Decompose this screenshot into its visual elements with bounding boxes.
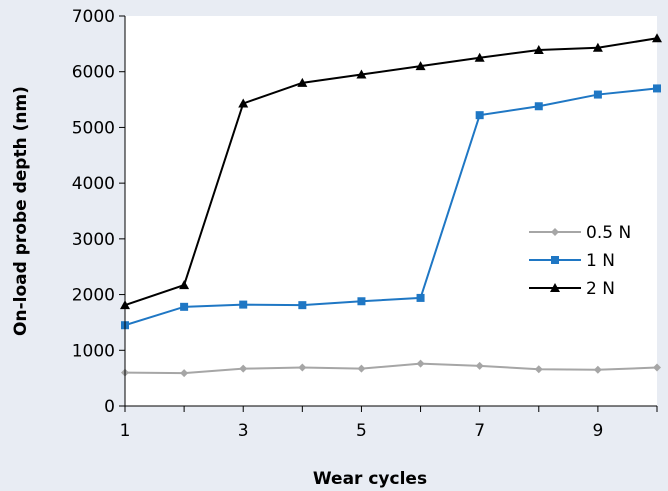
data-point-2-n <box>533 44 544 54</box>
data-point-2-n <box>592 42 603 52</box>
legend: 0.5 N 1 N 2 N <box>529 223 631 299</box>
data-point-1-n <box>180 302 189 311</box>
plot-area <box>125 16 657 406</box>
y-tick-label: 6000 <box>72 63 115 83</box>
x-tick-label: 9 <box>592 421 603 441</box>
data-point-1-n <box>239 300 248 309</box>
legend-label: 2 N <box>586 279 615 299</box>
data-point-2-n <box>652 33 662 43</box>
data-point-0-5-n <box>416 359 425 368</box>
x-axis-title: Wear cycles <box>313 469 427 489</box>
y-tick-label: 1000 <box>72 341 115 361</box>
legend-item-2-n: 2 N <box>529 279 615 299</box>
data-point-2-n <box>297 77 308 87</box>
legend-label: 0.5 N <box>586 223 631 243</box>
x-tick-label: 1 <box>120 421 131 441</box>
data-point-2-n <box>415 61 426 71</box>
y-tick-label: 7000 <box>72 7 115 27</box>
series-line-1-n <box>124 87 658 327</box>
data-point-2-n <box>474 52 485 62</box>
y-tick-label: 2000 <box>72 286 115 306</box>
y-tick-label: 3000 <box>72 230 115 250</box>
data-point-0-5-n <box>534 365 543 374</box>
legend-swatch-marker <box>551 256 559 264</box>
legend-item-0-5-n: 0.5 N <box>529 223 631 243</box>
legend-swatch-marker <box>551 228 559 236</box>
data-point-2-n <box>179 280 190 290</box>
x-tick-label: 7 <box>474 421 485 441</box>
x-tick-label: 3 <box>238 421 249 441</box>
legend-swatch-marker <box>550 283 560 292</box>
data-point-0-5-n <box>180 369 189 378</box>
data-point-1-n <box>416 293 425 302</box>
y-tick-label: 4000 <box>72 174 115 194</box>
legend-label: 1 N <box>586 251 615 271</box>
y-tick-label: 0 <box>104 397 115 417</box>
data-point-1-n <box>298 301 307 310</box>
y-axis-title: On-load probe depth (nm) <box>11 86 31 336</box>
x-tick-label: 5 <box>356 421 367 441</box>
data-point-2-n <box>356 69 367 79</box>
data-point-0-5-n <box>298 363 307 372</box>
y-tick-label: 5000 <box>72 118 115 138</box>
data-point-1-n <box>593 90 602 99</box>
data-point-1-n <box>653 84 661 93</box>
data-point-2-n <box>238 98 249 108</box>
data-point-1-n <box>357 297 366 306</box>
data-point-1-n <box>475 111 484 120</box>
axes-layer <box>124 16 657 407</box>
series-line-0-5-n <box>124 362 658 375</box>
series-0-5-n <box>121 359 661 378</box>
ticks-layer: 0 1000 2000 3000 4000 5000 6000 7000 1 3 5 7 9 <box>72 7 658 441</box>
legend-item-1-n: 1 N <box>529 251 615 271</box>
data-point-0-5-n <box>653 363 661 372</box>
data-point-0-5-n <box>593 365 602 374</box>
data-point-0-5-n <box>475 361 484 370</box>
data-point-1-n <box>534 102 543 111</box>
data-point-0-5-n <box>357 364 366 373</box>
data-point-0-5-n <box>239 364 248 373</box>
series-line-2-n <box>124 37 658 307</box>
